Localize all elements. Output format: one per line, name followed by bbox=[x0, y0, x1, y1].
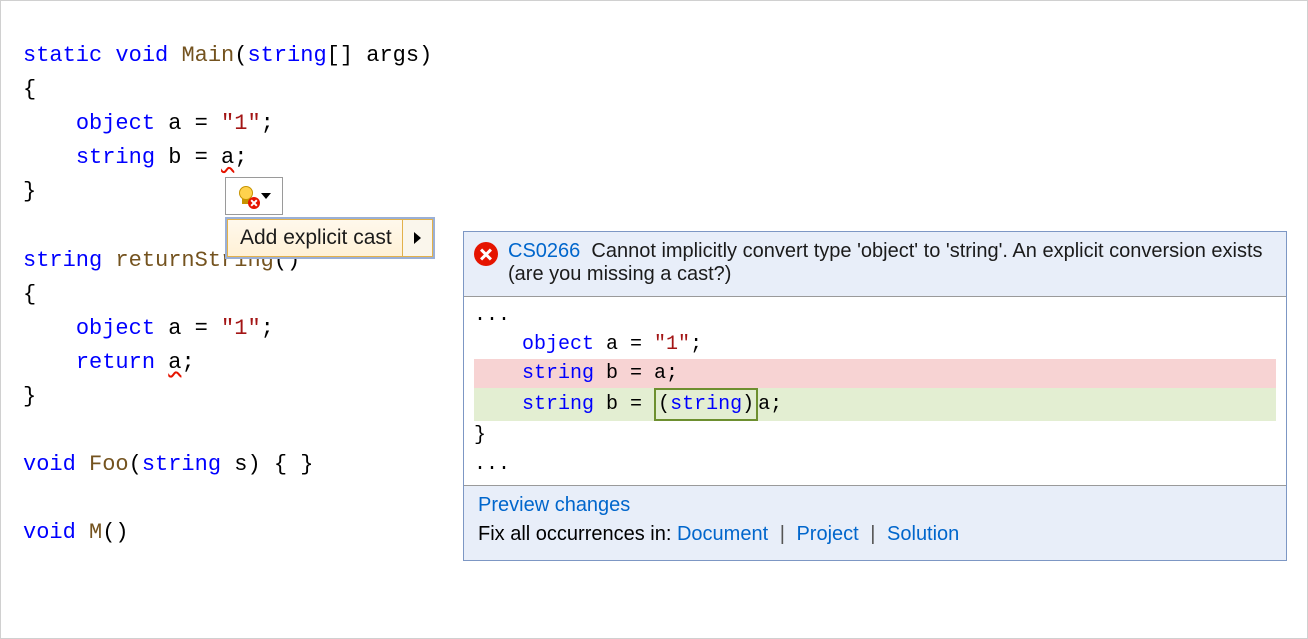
fix-scope-label: Fix all occurrences in: bbox=[478, 523, 671, 545]
ellipsis: ... bbox=[474, 453, 510, 476]
params: [] args) bbox=[327, 43, 433, 68]
paren: ( bbox=[234, 43, 247, 68]
code-fix-preview-panel: CS0266 Cannot implicitly convert type 'o… bbox=[463, 231, 1287, 561]
quick-actions-menu: Add explicit cast bbox=[225, 217, 435, 259]
error-message: Cannot implicitly convert type 'object' … bbox=[508, 240, 1263, 285]
quick-action-expand[interactable] bbox=[403, 219, 433, 257]
brace-close: } bbox=[23, 384, 36, 409]
method-main: Main bbox=[181, 43, 234, 68]
method-m: M bbox=[89, 520, 102, 545]
kw-void: void bbox=[23, 520, 76, 545]
preview-header: CS0266 Cannot implicitly convert type 'o… bbox=[464, 232, 1286, 297]
lightbulb-error-icon bbox=[237, 186, 257, 206]
kw-static: static bbox=[23, 43, 102, 68]
fix-scope-project[interactable]: Project bbox=[796, 523, 858, 545]
kw-return: return bbox=[76, 350, 155, 375]
error-identifier-a[interactable]: a bbox=[221, 145, 234, 170]
fix-scope-document[interactable]: Document bbox=[677, 523, 768, 545]
brace-close: } bbox=[23, 179, 36, 204]
quick-actions-button[interactable] bbox=[225, 177, 283, 215]
preview-footer: Preview changes Fix all occurrences in: … bbox=[464, 485, 1286, 560]
chevron-down-icon bbox=[261, 193, 271, 199]
quick-action-label: Add explicit cast bbox=[240, 226, 392, 250]
kw-string: string bbox=[23, 248, 102, 273]
kw-string: string bbox=[247, 43, 326, 68]
error-icon bbox=[474, 242, 498, 266]
error-code: CS0266 bbox=[508, 240, 580, 262]
kw-void: void bbox=[115, 43, 168, 68]
brace-open: { bbox=[23, 77, 36, 102]
preview-changes-link[interactable]: Preview changes bbox=[478, 494, 630, 516]
string-literal: "1" bbox=[221, 111, 261, 136]
inserted-cast: (string) bbox=[654, 388, 758, 421]
kw-string: string bbox=[76, 145, 155, 170]
brace-open: { bbox=[23, 282, 36, 307]
kw-object: object bbox=[76, 316, 155, 341]
fix-scope-solution[interactable]: Solution bbox=[887, 523, 959, 545]
string-literal: "1" bbox=[221, 316, 261, 341]
chevron-right-icon bbox=[414, 232, 421, 244]
kw-object: object bbox=[76, 111, 155, 136]
kw-void: void bbox=[23, 452, 76, 477]
quick-action-add-explicit-cast[interactable]: Add explicit cast bbox=[227, 219, 403, 257]
diff-added-line: string b = (string)a; bbox=[474, 388, 1276, 421]
error-identifier-a[interactable]: a bbox=[168, 350, 181, 375]
error-text: CS0266 Cannot implicitly convert type 'o… bbox=[508, 240, 1276, 286]
preview-diff: ... object a = "1"; string b = a; string… bbox=[464, 297, 1286, 485]
diff-removed-line: string b = a; bbox=[474, 359, 1276, 388]
kw-string: string bbox=[142, 452, 221, 477]
ellipsis: ... bbox=[474, 304, 510, 327]
method-foo: Foo bbox=[89, 452, 129, 477]
